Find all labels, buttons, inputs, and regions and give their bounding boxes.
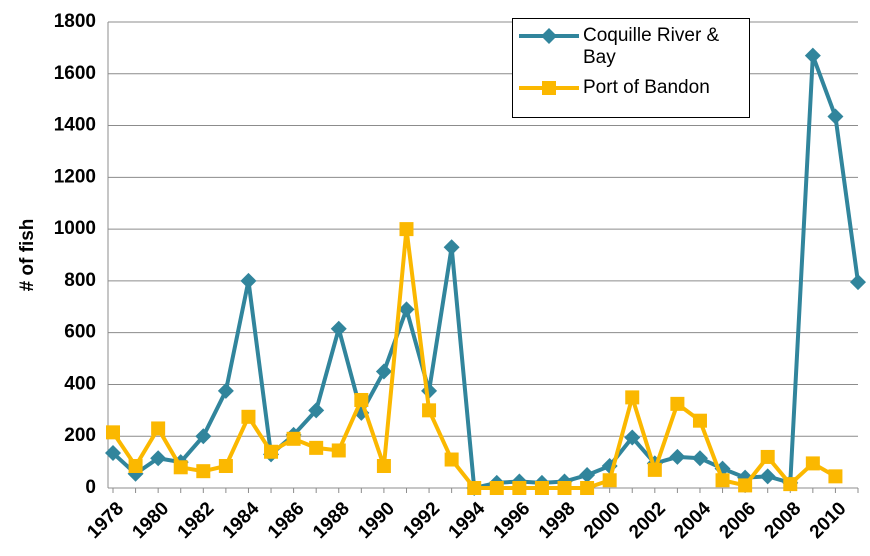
legend-symbol xyxy=(519,28,579,44)
point xyxy=(218,458,233,473)
point xyxy=(467,481,482,495)
point xyxy=(670,396,685,411)
point xyxy=(422,403,437,418)
legend-symbol xyxy=(519,81,579,95)
point xyxy=(331,443,346,458)
point xyxy=(444,452,459,467)
x-tick-label: 1984 xyxy=(219,498,264,543)
point xyxy=(691,450,708,467)
point xyxy=(106,425,120,440)
legend-label: Coquille River & Bay xyxy=(583,25,720,68)
point xyxy=(241,409,256,424)
x-tick-label: 2010 xyxy=(806,498,851,543)
legend-label: Port of Bandon xyxy=(583,77,710,98)
y-tick-label: 200 xyxy=(64,425,96,446)
point xyxy=(151,421,166,436)
legend: Coquille River & Bay Port of Bandon xyxy=(512,18,750,118)
point xyxy=(398,301,415,318)
point xyxy=(625,390,640,405)
point xyxy=(827,108,844,125)
y-axis-label: # of fish xyxy=(17,219,38,292)
x-tick-label: 1980 xyxy=(128,498,173,543)
x-tick-label: 2000 xyxy=(580,498,625,543)
series-line xyxy=(111,54,860,491)
point xyxy=(173,460,188,475)
x-tick-label: 1982 xyxy=(174,498,219,543)
y-tick-label: 0 xyxy=(85,477,96,498)
point xyxy=(376,458,391,473)
y-tick-label: 1000 xyxy=(54,218,96,239)
point xyxy=(760,449,775,464)
point xyxy=(195,428,212,445)
point xyxy=(196,464,211,479)
x-tick-label: 2002 xyxy=(625,498,670,543)
x-tick-label: 1986 xyxy=(264,498,309,543)
x-tick-label: 1992 xyxy=(399,498,444,543)
point xyxy=(105,445,121,462)
point xyxy=(715,473,730,488)
x-tick-label: 1998 xyxy=(535,498,580,543)
point xyxy=(330,320,347,337)
x-tick-label: 1996 xyxy=(490,498,535,543)
point xyxy=(443,239,460,256)
point xyxy=(738,478,753,493)
y-tick-label: 1200 xyxy=(54,166,96,187)
point xyxy=(602,473,617,488)
point xyxy=(669,448,686,465)
point xyxy=(375,363,392,380)
point xyxy=(692,413,707,428)
legend-marker xyxy=(542,81,556,95)
point xyxy=(512,481,527,495)
point xyxy=(804,47,821,64)
point xyxy=(534,481,549,495)
point xyxy=(759,468,776,485)
x-tick-label: 1978 xyxy=(83,498,128,543)
x-tick-label: 2004 xyxy=(670,498,715,543)
point xyxy=(308,402,325,419)
point xyxy=(579,467,596,484)
y-tick-label: 400 xyxy=(64,373,96,394)
point xyxy=(557,481,572,495)
point xyxy=(624,429,641,446)
point xyxy=(286,431,301,446)
point xyxy=(489,481,504,495)
x-tick-label: 1994 xyxy=(445,498,490,543)
point xyxy=(264,444,279,459)
point xyxy=(354,392,369,407)
point xyxy=(805,456,820,471)
y-tick-label: 800 xyxy=(64,270,96,291)
x-tick-label: 1990 xyxy=(354,498,399,543)
point xyxy=(783,477,798,492)
point xyxy=(309,440,324,455)
y-tick-label: 1800 xyxy=(54,11,96,32)
point xyxy=(128,458,143,473)
point xyxy=(217,382,234,399)
series-line xyxy=(111,228,837,490)
point xyxy=(150,450,167,467)
x-tick-label: 2006 xyxy=(715,498,760,543)
point xyxy=(580,481,595,495)
x-tick-label: 1988 xyxy=(309,498,354,543)
y-tick-label: 600 xyxy=(64,322,96,343)
point xyxy=(828,469,843,484)
legend-marker xyxy=(541,28,557,44)
point xyxy=(399,222,414,237)
point xyxy=(240,272,257,289)
point xyxy=(647,462,662,477)
y-tick-label: 1400 xyxy=(54,115,96,136)
y-tick-label: 1600 xyxy=(54,63,96,84)
point xyxy=(850,274,866,291)
x-tick-label: 2008 xyxy=(761,498,806,543)
